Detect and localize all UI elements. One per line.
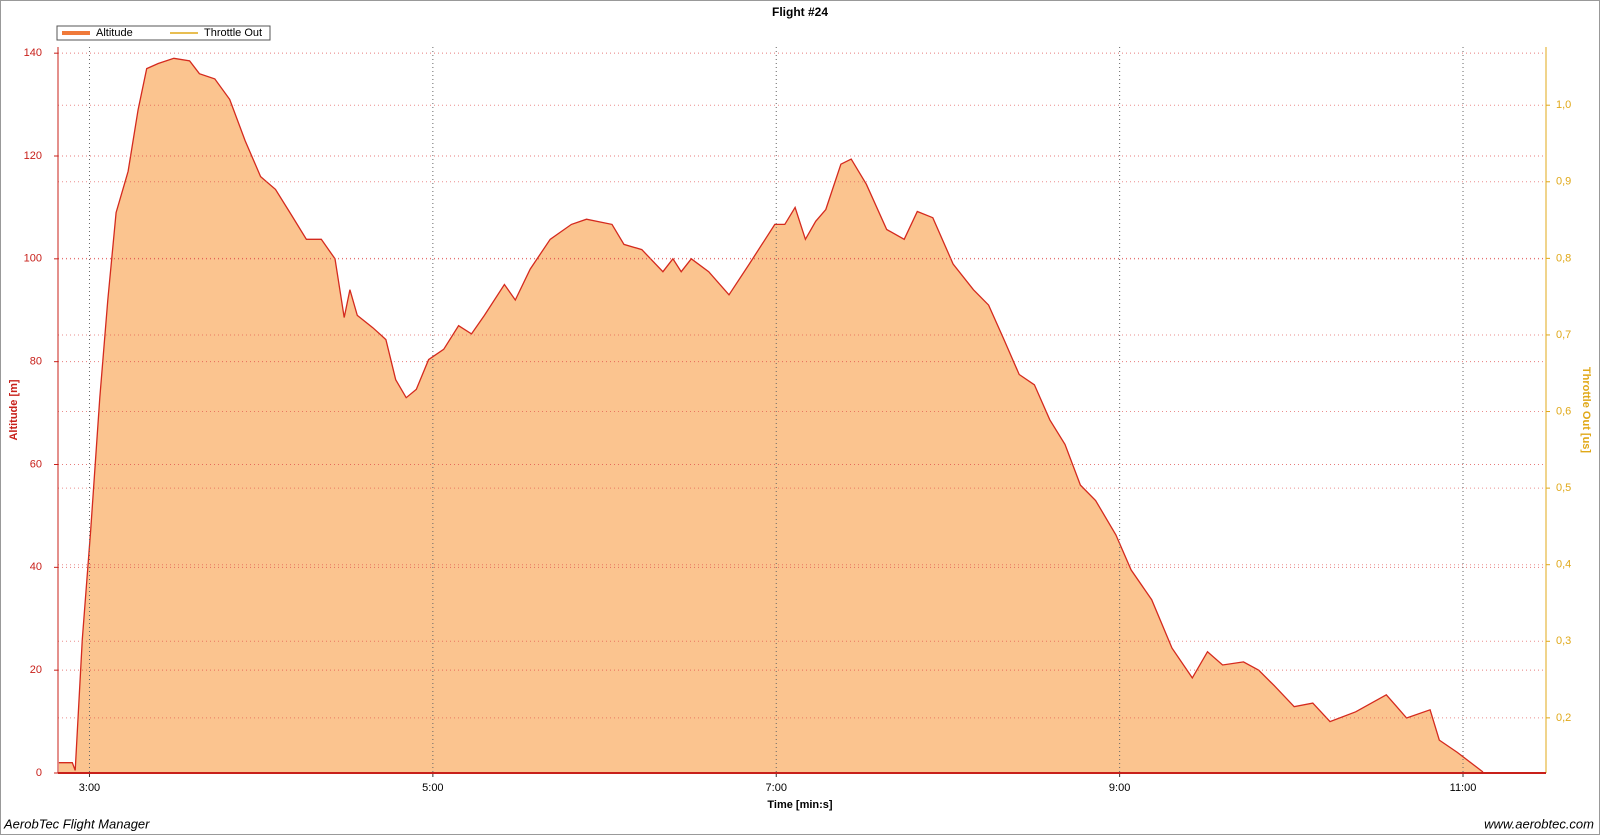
- chart-title: Flight #24: [772, 5, 828, 19]
- y2-tick-label: 0,2: [1556, 712, 1571, 724]
- x-tick-label: 7:00: [766, 782, 787, 794]
- altitude-line: [58, 57, 1484, 773]
- y2-tick-label: 0,5: [1556, 482, 1571, 494]
- y2-tick-label: 0,3: [1556, 635, 1571, 647]
- x-axis-label: Time [min:s]: [767, 799, 833, 811]
- y2-tick-label: 0,9: [1556, 176, 1571, 188]
- y-tick-label: 140: [24, 47, 42, 59]
- legend-label: Altitude: [96, 27, 133, 39]
- y-tick-label: 40: [30, 561, 42, 573]
- y-tick-label: 60: [30, 458, 42, 470]
- y-tick-label: 120: [24, 150, 42, 162]
- x-tick-label: 5:00: [422, 782, 443, 794]
- altitude-area: [58, 58, 1483, 774]
- y-tick-label: 80: [30, 356, 42, 368]
- y-tick-label: 100: [24, 253, 42, 265]
- y-tick-label: 0: [36, 767, 42, 779]
- legend-box: [56, 25, 271, 41]
- footer-left: AerobTec Flight Manager: [3, 816, 150, 831]
- x-tick-label: 3:00: [79, 782, 100, 794]
- x-tick-label: 11:00: [1450, 782, 1477, 794]
- x-tick-label: 9:00: [1109, 782, 1130, 794]
- y2-tick-label: 0,4: [1556, 559, 1571, 571]
- y2-axis-label: Throttle Out [us]: [1580, 367, 1592, 453]
- legend-label: Throttle Out: [204, 27, 262, 39]
- y-axis-label: Altitude [m]: [8, 379, 20, 440]
- footer-right: www.aerobtec.com: [1484, 816, 1594, 831]
- y2-tick-label: 0,8: [1556, 252, 1571, 264]
- y2-tick-label: 1,0: [1556, 99, 1571, 111]
- y2-tick-label: 0,7: [1556, 329, 1571, 341]
- y2-tick-label: 0,6: [1556, 405, 1571, 417]
- y-tick-label: 20: [30, 664, 42, 676]
